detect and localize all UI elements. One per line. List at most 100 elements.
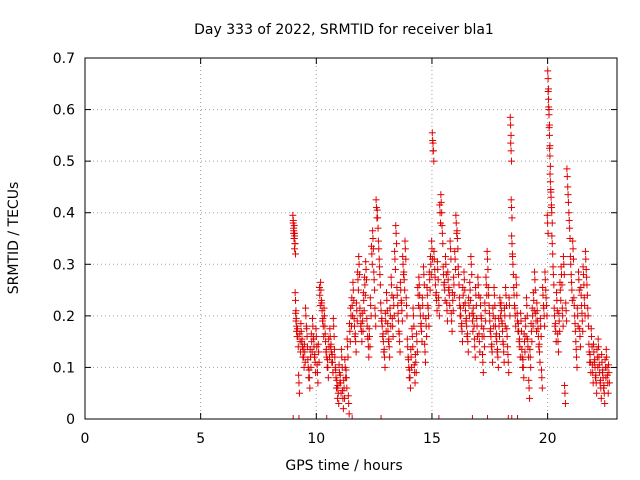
- data-point: [556, 327, 564, 335]
- data-point: [391, 265, 399, 273]
- data-point: [578, 317, 586, 325]
- data-point: [559, 322, 567, 330]
- data-point: [455, 281, 463, 289]
- data-point: [545, 131, 553, 139]
- data-point: [547, 186, 555, 194]
- data-point: [312, 325, 320, 333]
- data-point: [402, 294, 410, 302]
- data-point: [297, 320, 305, 328]
- data-point: [343, 384, 351, 392]
- data-point: [601, 400, 609, 408]
- data-point: [290, 222, 298, 230]
- data-point: [437, 191, 445, 199]
- data-point: [543, 312, 551, 320]
- data-point: [303, 332, 311, 340]
- data-point: [598, 351, 606, 359]
- plot-frame: [84, 57, 618, 420]
- data-point: [295, 371, 303, 379]
- data-point: [512, 281, 520, 289]
- data-point: [438, 209, 446, 217]
- data-point: [496, 294, 504, 302]
- data-point: [593, 389, 601, 397]
- data-point: [420, 263, 428, 271]
- data-point: [455, 271, 463, 279]
- data-point: [438, 229, 446, 237]
- data-point: [393, 283, 401, 291]
- y-tick-label: 0.4: [53, 206, 75, 222]
- data-point: [520, 374, 528, 382]
- data-point: [567, 271, 575, 279]
- data-point: [349, 278, 357, 286]
- data-point: [587, 325, 595, 333]
- data-point: [302, 304, 310, 312]
- data-point: [356, 304, 364, 312]
- data-point: [592, 371, 600, 379]
- data-point: [531, 268, 539, 276]
- data-point: [424, 312, 432, 320]
- data-point: [433, 258, 441, 266]
- data-point: [450, 291, 458, 299]
- data-point: [418, 327, 426, 335]
- data-point: [361, 291, 369, 299]
- data-point: [575, 276, 583, 284]
- data-point: [548, 209, 556, 217]
- data-point: [423, 291, 431, 299]
- data-point: [538, 374, 546, 382]
- data-point: [547, 193, 555, 201]
- data-point: [344, 343, 352, 351]
- data-point: [500, 348, 508, 356]
- data-point: [371, 312, 379, 320]
- data-point: [542, 286, 550, 294]
- grid-lines: [85, 58, 617, 419]
- data-point: [359, 317, 367, 325]
- data-point: [547, 201, 555, 209]
- data-point: [418, 294, 426, 302]
- data-point: [558, 304, 566, 312]
- data-point: [565, 216, 573, 224]
- data-point: [467, 296, 475, 304]
- data-point: [403, 312, 411, 320]
- x-tick-label: 10: [307, 431, 325, 447]
- data-point: [558, 281, 566, 289]
- data-point: [441, 253, 449, 261]
- data-point: [324, 363, 332, 371]
- data-point: [550, 281, 558, 289]
- data-point: [570, 294, 578, 302]
- data-point: [306, 384, 314, 392]
- data-point: [573, 353, 581, 361]
- data-point: [512, 273, 520, 281]
- data-point: [312, 332, 320, 340]
- data-point: [303, 325, 311, 333]
- data-point: [560, 260, 568, 268]
- data-point: [438, 222, 446, 230]
- data-point: [391, 247, 399, 255]
- data-point: [429, 139, 437, 147]
- data-point: [307, 363, 315, 371]
- data-point: [490, 291, 498, 299]
- data-point: [563, 317, 571, 325]
- y-axis-label: SRMTID / TECUs: [6, 182, 22, 295]
- data-point: [408, 332, 416, 340]
- data-point: [429, 147, 437, 155]
- data-point: [499, 340, 507, 348]
- data-point: [603, 353, 611, 361]
- data-point: [352, 299, 360, 307]
- data-point: [407, 353, 415, 361]
- data-point: [544, 75, 552, 83]
- data-point: [403, 335, 411, 343]
- data-point: [474, 273, 482, 281]
- data-point: [446, 302, 454, 310]
- data-point: [426, 276, 434, 284]
- data-point: [464, 338, 472, 346]
- data-point: [315, 348, 323, 356]
- data-point: [327, 340, 335, 348]
- data-point: [314, 340, 322, 348]
- data-point: [463, 322, 471, 330]
- data-point: [536, 314, 544, 322]
- data-point: [427, 271, 435, 279]
- data-point: [536, 358, 544, 366]
- y-tick-label: 0.2: [53, 309, 75, 325]
- data-point: [337, 345, 345, 353]
- data-point: [409, 343, 417, 351]
- data-point: [398, 317, 406, 325]
